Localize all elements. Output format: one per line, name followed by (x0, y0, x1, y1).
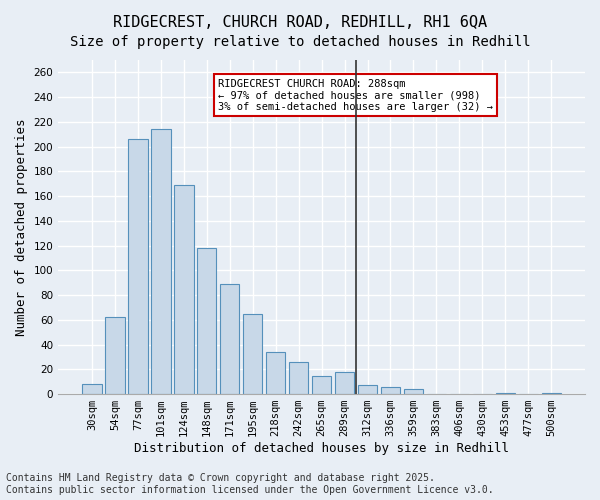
Bar (312, 376, 331, 394)
Bar (82, 384, 101, 394)
Bar (105, 318, 125, 394)
Bar (128, 139, 148, 394)
Bar (174, 185, 194, 394)
Bar (151, 130, 170, 394)
Y-axis label: Number of detached properties: Number of detached properties (15, 118, 28, 336)
Bar (220, 284, 239, 394)
Bar (243, 314, 262, 394)
Text: Size of property relative to detached houses in Redhill: Size of property relative to detached ho… (70, 35, 530, 49)
Bar (542, 393, 561, 394)
Bar (381, 386, 400, 394)
Text: RIDGECREST, CHURCH ROAD, REDHILL, RH1 6QA: RIDGECREST, CHURCH ROAD, REDHILL, RH1 6Q… (113, 15, 487, 30)
Bar (404, 389, 423, 394)
Bar (197, 248, 217, 394)
Bar (496, 393, 515, 394)
Text: Contains HM Land Registry data © Crown copyright and database right 2025.
Contai: Contains HM Land Registry data © Crown c… (6, 474, 494, 495)
Text: RIDGECREST CHURCH ROAD: 288sqm
← 97% of detached houses are smaller (998)
3% of : RIDGECREST CHURCH ROAD: 288sqm ← 97% of … (218, 78, 493, 112)
Bar (358, 386, 377, 394)
Bar (289, 362, 308, 394)
Bar (266, 352, 286, 394)
Bar (335, 372, 355, 394)
X-axis label: Distribution of detached houses by size in Redhill: Distribution of detached houses by size … (134, 442, 509, 455)
